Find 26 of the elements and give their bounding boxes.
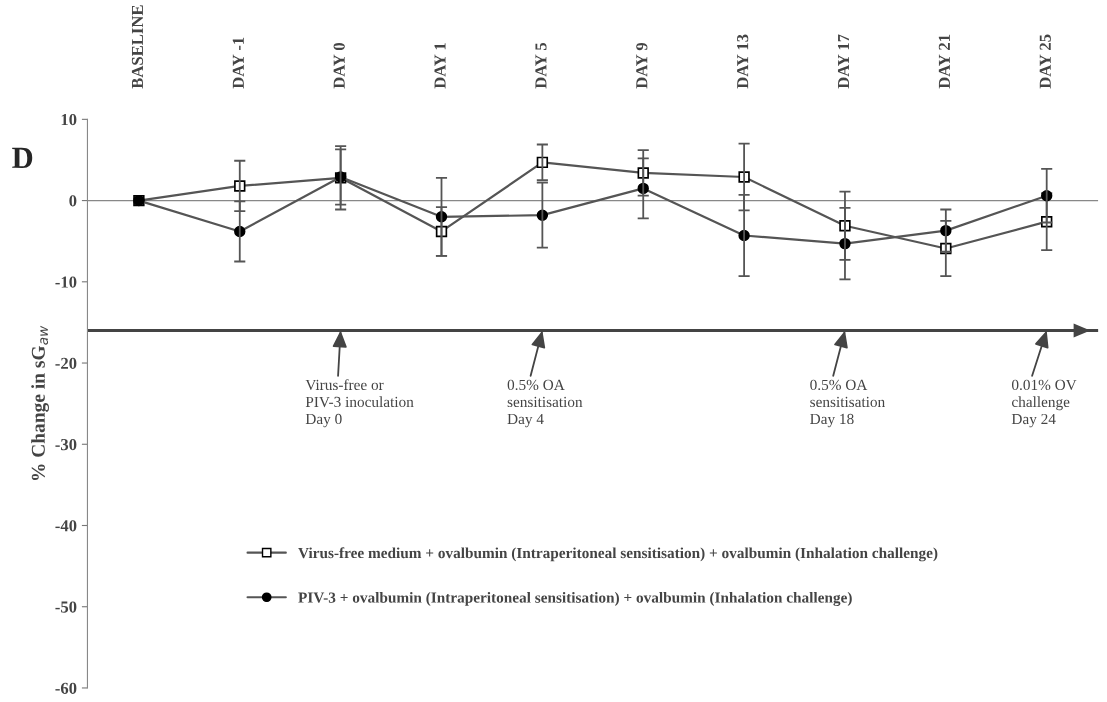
y-tick-label: -30	[55, 438, 77, 451]
annotation: 0.01% OV challenge Day 24	[1011, 379, 1077, 428]
y-axis-title: % Change in sG$_{aw}$	[31, 325, 49, 481]
y-tick-label: 10	[61, 114, 77, 126]
x-tick-label: BASELINE	[131, 5, 144, 89]
y-tick-label: -10	[55, 276, 77, 288]
x-tick-label: DAY 25	[1039, 34, 1051, 89]
x-tick-label: DAY 9	[636, 42, 648, 89]
x-tick-label: DAY 17	[837, 34, 850, 89]
x-tick-label: DAY -1	[232, 37, 244, 89]
annotation: Virus-free or PIV-3 inoculation Day 0	[305, 379, 414, 428]
y-tick-label: -20	[55, 357, 77, 369]
x-tick-label: DAY 1	[434, 43, 446, 89]
y-tick-label: -50	[55, 601, 77, 613]
x-tick-label: DAY 0	[333, 42, 345, 89]
y-tick-label: -40	[55, 520, 77, 532]
annotation: 0.5% OA sensitisation Day 18	[810, 379, 885, 428]
x-tick-label: DAY 5	[535, 42, 547, 89]
legend-label: PIV-3 + ovalbumin (Intraperitoneal sensitisation) + ovalbumin (Inhalation challenge)	[298, 592, 852, 606]
text: D	[12, 147, 33, 168]
y-tick-label: -60	[55, 682, 77, 694]
annotation: 0.5% OA sensitisation Day 4	[507, 379, 583, 428]
x-tick-label: DAY 21	[938, 34, 950, 89]
legend-label: Virus-free medium + ovalbumin (Intraperitoneal sensitisation) + ovalbumin (Inhalation challenge)	[298, 547, 938, 562]
y-tick-label: 0	[69, 195, 77, 207]
x-tick-label: DAY 13	[737, 34, 749, 89]
